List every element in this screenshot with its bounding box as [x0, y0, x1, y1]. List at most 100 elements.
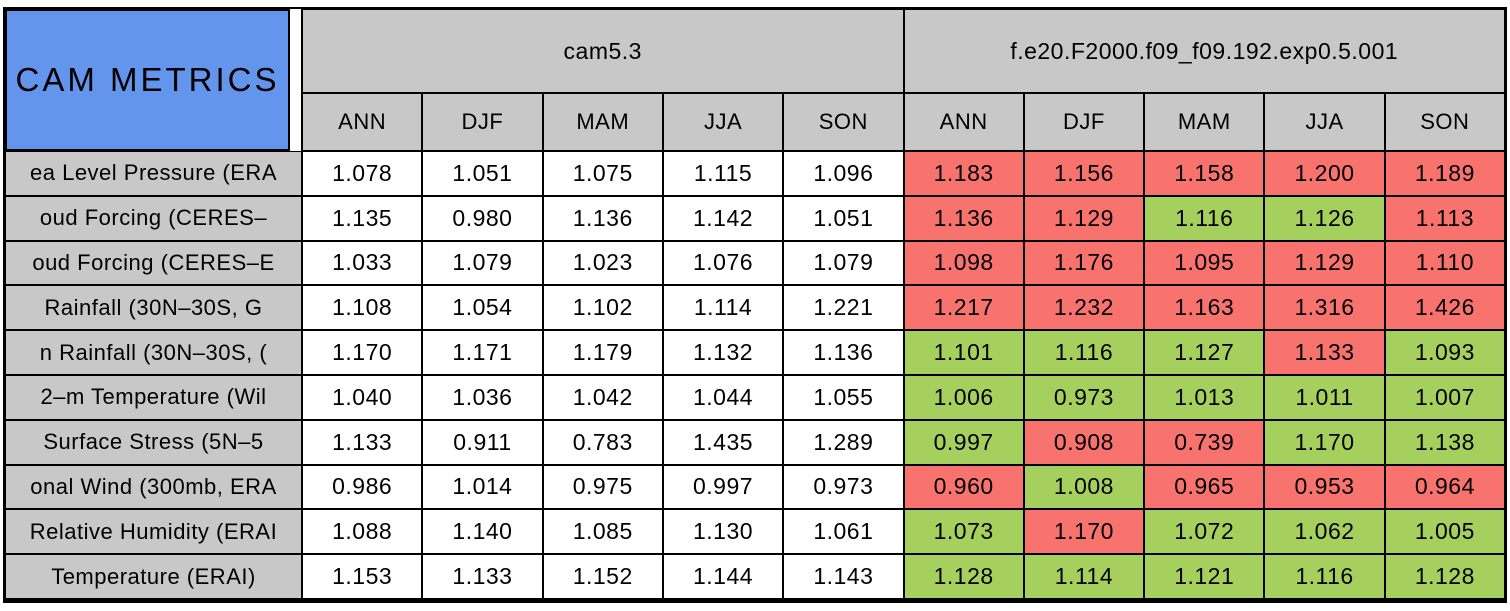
- metric-value-exp: 0.908: [1023, 419, 1145, 465]
- metric-value-exp: 1.098: [903, 240, 1024, 286]
- row-label: onal Wind (300mb, ERA: [5, 464, 302, 510]
- metric-value-cam53: 0.973: [783, 464, 904, 510]
- metric-value-cam53: 1.051: [783, 195, 904, 241]
- metric-value-cam53: 1.078: [302, 151, 423, 196]
- metric-value-exp: 1.158: [1144, 151, 1265, 196]
- metric-value-exp: 1.093: [1384, 330, 1505, 375]
- metric-value-cam53: 0.911: [422, 419, 543, 465]
- metric-value-cam53: 1.033: [302, 240, 423, 286]
- metric-value-exp: 1.232: [1023, 285, 1145, 331]
- metric-value-cam53: 1.079: [422, 240, 543, 286]
- metric-value-cam53: 1.044: [662, 374, 784, 420]
- metric-value-exp: 1.136: [903, 195, 1024, 241]
- season-header-exp-son: SON: [1384, 93, 1505, 151]
- metric-value-exp: 1.006: [903, 374, 1024, 420]
- metric-value-cam53: 1.085: [542, 509, 663, 555]
- metric-value-cam53: 1.108: [302, 285, 423, 331]
- metric-value-exp: 1.127: [1144, 330, 1265, 375]
- metric-value-cam53: 1.036: [422, 374, 543, 420]
- metric-value-exp: 1.176: [1023, 240, 1145, 286]
- metric-value-exp: 1.316: [1264, 285, 1385, 331]
- metric-value-cam53: 1.079: [783, 240, 904, 286]
- metric-value-cam53: 1.289: [783, 419, 904, 465]
- metric-value-exp: 0.964: [1384, 464, 1505, 510]
- metric-value-cam53: 1.136: [783, 330, 904, 375]
- metric-value-exp: 1.121: [1144, 554, 1265, 599]
- metric-value-cam53: 1.144: [662, 554, 784, 599]
- metric-value-exp: 0.953: [1264, 464, 1385, 510]
- metric-value-exp: 1.189: [1384, 151, 1505, 196]
- metric-value-cam53: 1.142: [662, 195, 784, 241]
- metric-value-exp: 1.062: [1264, 509, 1385, 555]
- metric-value-cam53: 0.783: [542, 419, 663, 465]
- metric-value-cam53: 1.114: [662, 285, 784, 331]
- metric-value-cam53: 1.133: [302, 419, 423, 465]
- metric-value-exp: 1.073: [903, 509, 1024, 555]
- metric-value-cam53: 0.980: [422, 195, 543, 241]
- metric-value-exp: 1.110: [1384, 240, 1505, 286]
- metric-value-cam53: 1.088: [302, 509, 423, 555]
- season-header-cam53-djf: DJF: [422, 93, 543, 151]
- metric-value-exp: 1.200: [1264, 151, 1385, 196]
- metric-value-exp: 1.072: [1144, 509, 1265, 555]
- metric-value-cam53: 1.014: [422, 464, 543, 510]
- metric-value-cam53: 1.115: [662, 151, 784, 196]
- metric-value-exp: 1.129: [1023, 195, 1145, 241]
- metric-value-cam53: 1.096: [783, 151, 904, 196]
- season-header-exp-djf: DJF: [1023, 93, 1145, 151]
- metrics-table: CAM METRICS cam5.3 f.e20.F2000.f09_f09.19…: [3, 7, 1507, 603]
- metric-value-exp: 0.973: [1023, 374, 1145, 420]
- row-label: Relative Humidity (ERAI: [5, 509, 302, 555]
- table-title-box: CAM METRICS: [5, 9, 290, 151]
- metric-value-exp: 1.013: [1144, 374, 1265, 420]
- metric-value-cam53: 1.135: [302, 195, 423, 241]
- metric-value-exp: 1.128: [1384, 554, 1505, 599]
- row-label: Temperature (ERAI): [5, 554, 302, 599]
- metric-value-cam53: 1.133: [422, 554, 543, 599]
- column-group-header-exp: f.e20.F2000.f09_f09.192.exp0.5.001: [903, 9, 1505, 93]
- metric-value-exp: 1.129: [1264, 240, 1385, 286]
- metric-value-exp: 1.116: [1264, 554, 1385, 599]
- season-header-exp-jja: JJA: [1264, 93, 1385, 151]
- metric-value-cam53: 1.179: [542, 330, 663, 375]
- metric-value-cam53: 1.102: [542, 285, 663, 331]
- metric-value-exp: 0.960: [903, 464, 1024, 510]
- metric-value-cam53: 1.435: [662, 419, 784, 465]
- metric-value-exp: 1.183: [903, 151, 1024, 196]
- metric-value-cam53: 1.061: [783, 509, 904, 555]
- metric-value-exp: 1.138: [1384, 419, 1505, 465]
- metric-value-cam53: 1.140: [422, 509, 543, 555]
- metric-value-cam53: 1.143: [783, 554, 904, 599]
- metric-value-exp: 1.163: [1144, 285, 1265, 331]
- metric-value-cam53: 1.023: [542, 240, 663, 286]
- table-corner-cell: CAM METRICS: [5, 9, 302, 151]
- row-label: 2–m Temperature (Wil: [5, 374, 302, 420]
- metric-value-cam53: 1.132: [662, 330, 784, 375]
- metric-value-exp: 1.128: [903, 554, 1024, 599]
- metric-value-cam53: 1.221: [783, 285, 904, 331]
- metric-value-cam53: 1.042: [542, 374, 663, 420]
- metric-value-exp: 1.126: [1264, 195, 1385, 241]
- metric-value-cam53: 1.152: [542, 554, 663, 599]
- metric-value-exp: 1.133: [1264, 330, 1385, 375]
- metric-value-cam53: 1.171: [422, 330, 543, 375]
- metric-value-exp: 1.005: [1384, 509, 1505, 555]
- season-header-cam53-ann: ANN: [302, 93, 423, 151]
- row-label: n Rainfall (30N–30S, (: [5, 330, 302, 375]
- metric-value-cam53: 1.170: [302, 330, 423, 375]
- row-label: Surface Stress (5N–5: [5, 419, 302, 465]
- metric-value-exp: 1.114: [1023, 554, 1145, 599]
- metric-value-exp: 1.008: [1023, 464, 1145, 510]
- metric-value-exp: 1.156: [1023, 151, 1145, 196]
- metric-value-cam53: 1.130: [662, 509, 784, 555]
- metric-value-exp: 1.116: [1023, 330, 1145, 375]
- metric-value-exp: 0.739: [1144, 419, 1265, 465]
- metric-value-cam53: 0.997: [662, 464, 784, 510]
- metric-value-cam53: 0.986: [302, 464, 423, 510]
- row-label: Rainfall (30N–30S, G: [5, 285, 302, 331]
- metric-value-exp: 0.997: [903, 419, 1024, 465]
- metric-value-cam53: 1.054: [422, 285, 543, 331]
- row-label: oud Forcing (CERES–E: [5, 240, 302, 286]
- metric-value-exp: 1.007: [1384, 374, 1505, 420]
